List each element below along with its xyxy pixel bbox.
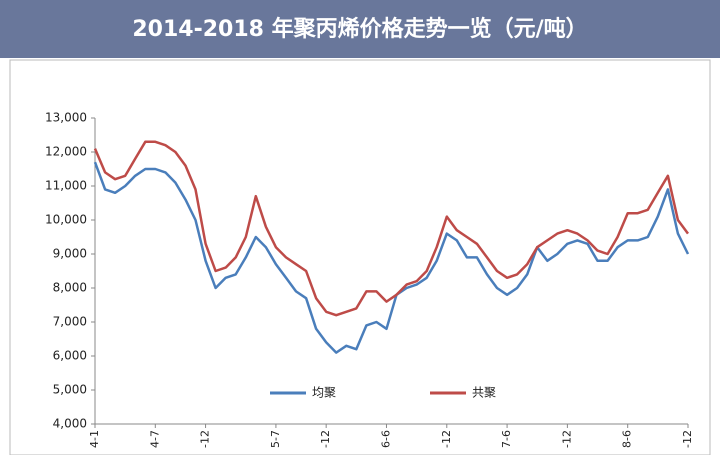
x-tick-label: 4-1 [88,430,101,448]
y-tick-label: 9,000 [53,247,87,261]
series-line [93,161,690,354]
title-band [0,0,720,58]
x-tick-label: 6-6 [379,430,392,448]
y-tick-label: 12,000 [45,145,87,159]
x-tick-label: -12 [560,430,573,448]
x-tick-label: 8-6 [621,430,634,448]
x-tick-label: -12 [440,430,453,448]
x-tick-label: -12 [681,430,694,448]
y-tick-label: 11,000 [45,179,87,193]
x-tick-label: -12 [199,430,212,448]
x-tick-label: 7-6 [500,430,513,448]
legend-label: 共聚 [472,386,496,400]
y-tick-label: 7,000 [53,315,87,329]
y-tick-label: 10,000 [45,213,87,227]
x-tick-label: -12 [319,430,332,448]
x-tick-label: 5-7 [269,430,282,448]
y-tick-label: 6,000 [53,349,87,363]
legend-label: 均聚 [312,386,336,400]
y-tick-label: 13,000 [45,111,87,125]
y-tick-label: 5,000 [53,383,87,397]
chart-frame [9,59,711,456]
x-tick-label: 4-7 [148,430,161,448]
series-line [93,140,690,317]
y-tick-label: 4,000 [53,417,87,431]
chart-title: 2014-2018 年聚丙烯价格走势一览（元/吨） [132,16,587,42]
y-tick-label: 8,000 [53,281,87,295]
